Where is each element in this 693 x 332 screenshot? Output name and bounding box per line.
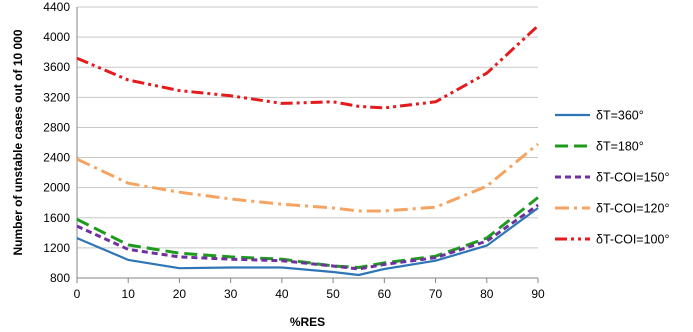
x-tick-label: 60 bbox=[378, 287, 392, 301]
x-tick-label: 50 bbox=[326, 287, 340, 301]
y-tick-label: 2800 bbox=[43, 120, 70, 134]
y-axis-title: Number of unstable cases out of 10 000 bbox=[11, 29, 25, 255]
series-line-3 bbox=[76, 203, 539, 271]
legend-label-1: δT=360° bbox=[596, 109, 644, 123]
x-tick-label: 80 bbox=[480, 287, 494, 301]
x-tick-label: 20 bbox=[173, 287, 187, 301]
series-line-1 bbox=[76, 207, 539, 277]
series-lines bbox=[76, 24, 540, 277]
y-tick-label: 4000 bbox=[43, 30, 70, 44]
legend-label-2: δT=180° bbox=[596, 140, 644, 154]
gridlines bbox=[77, 6, 538, 249]
axes: 800 1200 1600 2000 2400 2800 3200 3600 4000 4400 0… bbox=[43, 0, 545, 301]
legend-label-5: δT-COI=100° bbox=[596, 233, 669, 247]
x-tick-label: 30 bbox=[224, 287, 238, 301]
x-tick-label: 90 bbox=[531, 287, 545, 301]
series-line-4 bbox=[76, 142, 539, 213]
x-tick-label: 10 bbox=[122, 287, 136, 301]
legend: δT=360° δT=180° δT-COI=150° δT-COI=120° δT-C… bbox=[555, 109, 669, 247]
y-tick-label: 3600 bbox=[43, 60, 70, 74]
y-tick-label: 1600 bbox=[43, 211, 70, 225]
legend-label-3: δT-COI=150° bbox=[596, 171, 669, 185]
y-tick-label: 1200 bbox=[43, 241, 70, 255]
x-axis-title: %RES bbox=[290, 315, 325, 329]
y-tick-label: 2000 bbox=[43, 181, 70, 195]
x-tick-label: 0 bbox=[74, 287, 81, 301]
series-line-2 bbox=[76, 196, 539, 269]
x-tick-label: 70 bbox=[429, 287, 443, 301]
series-line-5 bbox=[76, 24, 540, 110]
y-tick-label: 3200 bbox=[43, 90, 70, 104]
y-tick-label: 800 bbox=[50, 271, 70, 285]
x-tick-label: 40 bbox=[275, 287, 289, 301]
y-tick-label: 2400 bbox=[43, 151, 70, 165]
legend-label-4: δT-COI=120° bbox=[596, 202, 669, 216]
y-tick-label: 4400 bbox=[43, 0, 70, 14]
